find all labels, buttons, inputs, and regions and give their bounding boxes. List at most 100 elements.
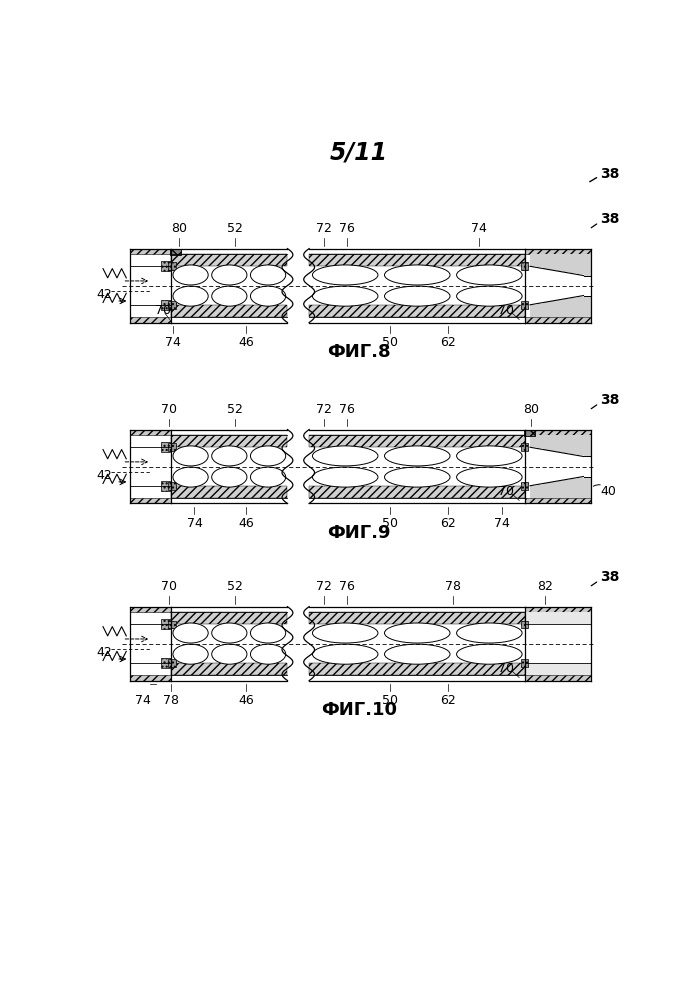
Bar [526, 675, 592, 681]
Bar [550, 435, 556, 451]
Text: 70: 70 [161, 580, 177, 593]
Bar [524, 430, 536, 436]
Ellipse shape [211, 265, 247, 285]
Bar [556, 254, 564, 271]
Ellipse shape [384, 286, 450, 306]
Bar [550, 254, 556, 270]
Ellipse shape [211, 623, 247, 643]
Ellipse shape [211, 286, 247, 306]
Text: ФИГ.8: ФИГ.8 [327, 343, 391, 361]
Bar [537, 435, 543, 448]
Ellipse shape [173, 644, 208, 664]
Bar [564, 299, 570, 317]
Ellipse shape [384, 644, 450, 664]
Ellipse shape [456, 265, 522, 285]
Ellipse shape [312, 446, 378, 466]
Bar [526, 607, 592, 612]
Text: 5/11: 5/11 [330, 140, 388, 164]
Ellipse shape [251, 644, 286, 664]
Bar [570, 298, 577, 317]
Ellipse shape [456, 286, 522, 306]
Text: 70: 70 [498, 304, 514, 317]
Text: 42: 42 [97, 288, 112, 301]
Bar [530, 435, 537, 447]
Bar [130, 607, 172, 681]
Bar [161, 658, 170, 668]
Bar [172, 430, 288, 503]
Bar [584, 477, 592, 498]
Text: 78: 78 [445, 580, 461, 593]
Text: 72: 72 [316, 580, 332, 593]
Bar [130, 607, 172, 612]
Bar [172, 435, 288, 447]
Text: 38: 38 [601, 167, 620, 181]
Ellipse shape [251, 265, 286, 285]
Ellipse shape [211, 446, 247, 466]
Text: 38: 38 [601, 393, 620, 407]
Text: 74: 74 [164, 336, 181, 349]
Bar [577, 478, 584, 498]
Bar [309, 663, 526, 675]
Bar [564, 435, 570, 453]
Bar [526, 612, 592, 624]
Ellipse shape [251, 446, 286, 466]
Bar [526, 607, 592, 681]
Bar [172, 486, 288, 498]
Ellipse shape [312, 286, 378, 306]
Bar [130, 498, 172, 503]
Bar [570, 254, 577, 273]
Text: 76: 76 [340, 222, 355, 235]
Bar [168, 443, 176, 451]
Bar [172, 305, 288, 317]
Ellipse shape [211, 644, 247, 664]
Bar [526, 430, 592, 435]
Text: 52: 52 [227, 403, 243, 416]
Bar [521, 482, 528, 490]
Text: ФИГ.10: ФИГ.10 [321, 701, 397, 719]
Ellipse shape [173, 467, 208, 487]
Text: 38: 38 [601, 212, 620, 226]
Bar [564, 254, 570, 272]
Bar [537, 304, 543, 317]
Text: ФИГ.9: ФИГ.9 [327, 524, 391, 542]
Text: 74: 74 [135, 694, 151, 707]
Bar [309, 249, 526, 323]
Bar [130, 249, 172, 323]
Text: 76: 76 [340, 403, 355, 416]
Bar [570, 479, 577, 498]
Bar [172, 612, 288, 624]
Text: 40: 40 [601, 485, 617, 498]
Bar [556, 481, 564, 498]
Bar [543, 254, 550, 269]
Bar [584, 254, 592, 276]
Text: 50: 50 [382, 694, 398, 707]
Text: 72: 72 [316, 222, 332, 235]
Bar [530, 486, 537, 498]
Ellipse shape [456, 467, 522, 487]
Text: 38: 38 [601, 570, 620, 584]
Text: 50: 50 [382, 517, 398, 530]
Bar [521, 301, 528, 309]
Bar [309, 254, 526, 266]
Bar [161, 619, 170, 629]
Bar [550, 482, 556, 498]
Text: 52: 52 [227, 580, 243, 593]
Text: 70: 70 [155, 304, 172, 317]
Bar [172, 607, 288, 681]
Ellipse shape [384, 467, 450, 487]
Bar [543, 483, 550, 498]
Bar [543, 302, 550, 317]
Bar [577, 435, 584, 455]
Text: 76: 76 [340, 580, 355, 593]
Bar [130, 430, 172, 435]
Text: 42: 42 [97, 469, 112, 482]
Text: 52: 52 [227, 222, 243, 235]
Text: 72: 72 [316, 403, 332, 416]
Bar [537, 254, 543, 267]
Bar [556, 300, 564, 317]
Text: 74: 74 [471, 222, 486, 235]
Bar [521, 659, 528, 667]
Ellipse shape [251, 623, 286, 643]
Bar [130, 249, 172, 254]
Text: 80: 80 [523, 403, 539, 416]
